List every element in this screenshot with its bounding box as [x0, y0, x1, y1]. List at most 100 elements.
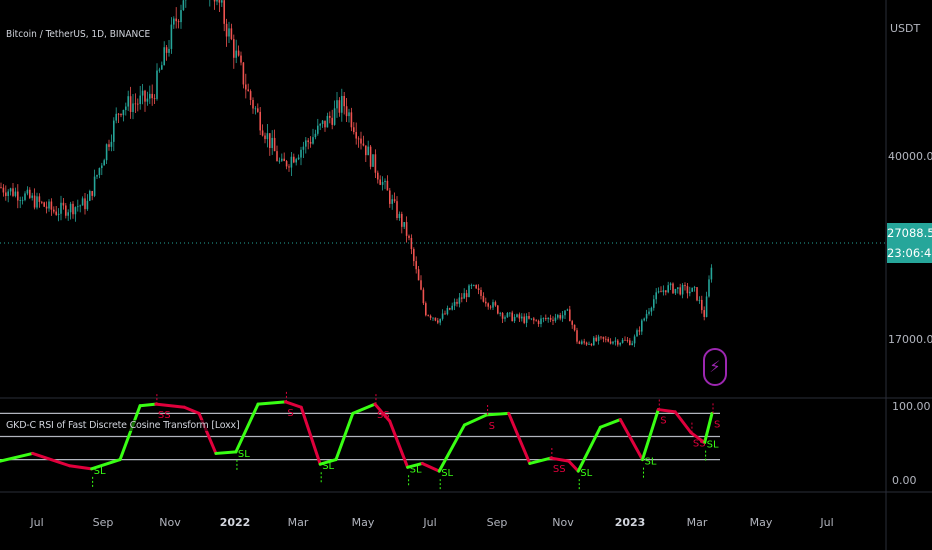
- candle-body: [21, 199, 24, 201]
- candle-body: [266, 133, 269, 140]
- rsi-segment: [507, 411, 532, 465]
- candle-body: [0, 187, 2, 188]
- candle-body: [314, 133, 317, 138]
- signal-label-sl: SL: [441, 468, 453, 479]
- candle-body: [667, 285, 669, 293]
- candle-body: [425, 303, 427, 316]
- signal-label-sl: SL: [238, 449, 250, 460]
- candle-body: [67, 212, 69, 216]
- candle-body: [17, 191, 19, 201]
- candle-body: [165, 47, 168, 53]
- candle-body: [509, 312, 511, 314]
- candle-body: [552, 319, 554, 321]
- candle-body: [645, 313, 648, 319]
- rsi-segment: [283, 400, 303, 409]
- rsi-segment: [673, 410, 693, 435]
- candle-body: [153, 98, 156, 99]
- candle-body: [139, 95, 141, 104]
- candle-body: [549, 317, 552, 320]
- lightning-icon[interactable]: ⚡: [703, 348, 727, 386]
- rsi-segment: [0, 451, 35, 463]
- candle-body: [559, 315, 561, 319]
- time-tick: 2023: [614, 516, 646, 529]
- candle-body: [348, 112, 350, 117]
- rsi-segment: [420, 461, 441, 473]
- candle-body: [132, 103, 134, 112]
- candle-body: [497, 305, 499, 314]
- signal-label-s: SS: [377, 410, 390, 421]
- candle-body: [669, 283, 672, 286]
- candle-body: [710, 267, 713, 280]
- candle-body: [427, 315, 429, 317]
- candle-body: [84, 198, 86, 210]
- candle-body: [247, 89, 249, 92]
- signal-label-s: S: [714, 419, 720, 430]
- candle-body: [45, 206, 48, 209]
- candle-body: [343, 95, 345, 107]
- candle-body: [681, 285, 684, 295]
- time-tick: Mar: [686, 516, 708, 529]
- candle-body: [545, 318, 547, 320]
- candle-body: [62, 202, 65, 206]
- rsi-segment: [138, 402, 158, 408]
- candle-body: [693, 287, 696, 288]
- candle-body: [161, 65, 163, 70]
- candle-body: [360, 138, 362, 144]
- candle-body: [285, 161, 288, 167]
- candle-body: [453, 301, 456, 306]
- candle-body: [276, 151, 278, 162]
- candle-body: [465, 293, 468, 298]
- candle-body: [374, 154, 377, 173]
- candle-body: [302, 146, 305, 150]
- indicator-legend[interactable]: GKD-C RSI of Fast Discrete Cosine Transf…: [4, 420, 242, 431]
- candle-body: [269, 133, 271, 148]
- rsi-segment: [388, 419, 410, 469]
- rsi-segment: [703, 411, 714, 445]
- candle-body: [79, 205, 81, 207]
- candle-body: [295, 159, 297, 163]
- candle-body: [708, 279, 710, 297]
- symbol-legend[interactable]: Bitcoin / TetherUS, 1D, BINANCE: [6, 29, 151, 40]
- rsi-segment: [154, 402, 186, 409]
- candle-body: [283, 158, 285, 162]
- candle-body: [530, 318, 533, 320]
- candle-body: [516, 314, 518, 317]
- candle-body: [518, 314, 521, 319]
- candle-body: [401, 213, 403, 227]
- candle-body: [446, 308, 449, 315]
- time-tick: May: [749, 516, 773, 529]
- candle-body: [168, 48, 170, 53]
- candle-body: [309, 141, 312, 144]
- rsi-segment: [689, 431, 707, 445]
- candle-body: [240, 55, 242, 63]
- time-tick: Nov: [552, 516, 574, 529]
- candle-body: [501, 313, 504, 319]
- candle-body: [449, 308, 451, 310]
- candle-body: [307, 140, 309, 142]
- candle-body: [429, 315, 432, 318]
- candle-body: [377, 172, 379, 180]
- candle-body: [605, 338, 607, 340]
- rsi-segment: [656, 408, 677, 414]
- candle-body: [271, 137, 273, 148]
- candle-body: [110, 141, 113, 147]
- candle-body: [480, 289, 482, 296]
- candle-body: [69, 203, 72, 213]
- candle-body: [233, 39, 235, 58]
- signal-label-sl: SL: [94, 466, 106, 477]
- candle-body: [146, 98, 149, 102]
- price-candles: [0, 0, 713, 348]
- candle-body: [499, 313, 501, 314]
- candle-body: [5, 192, 7, 196]
- candle-body: [235, 50, 237, 58]
- signal-label-sl: SL: [410, 464, 422, 475]
- bar-countdown: 23:06:44: [887, 246, 932, 260]
- candle-body: [55, 211, 57, 215]
- candle-body: [341, 95, 343, 113]
- candle-body: [89, 191, 91, 201]
- candle-body: [74, 207, 77, 215]
- candle-body: [705, 296, 708, 317]
- candle-body: [590, 343, 593, 346]
- candle-body: [595, 337, 597, 341]
